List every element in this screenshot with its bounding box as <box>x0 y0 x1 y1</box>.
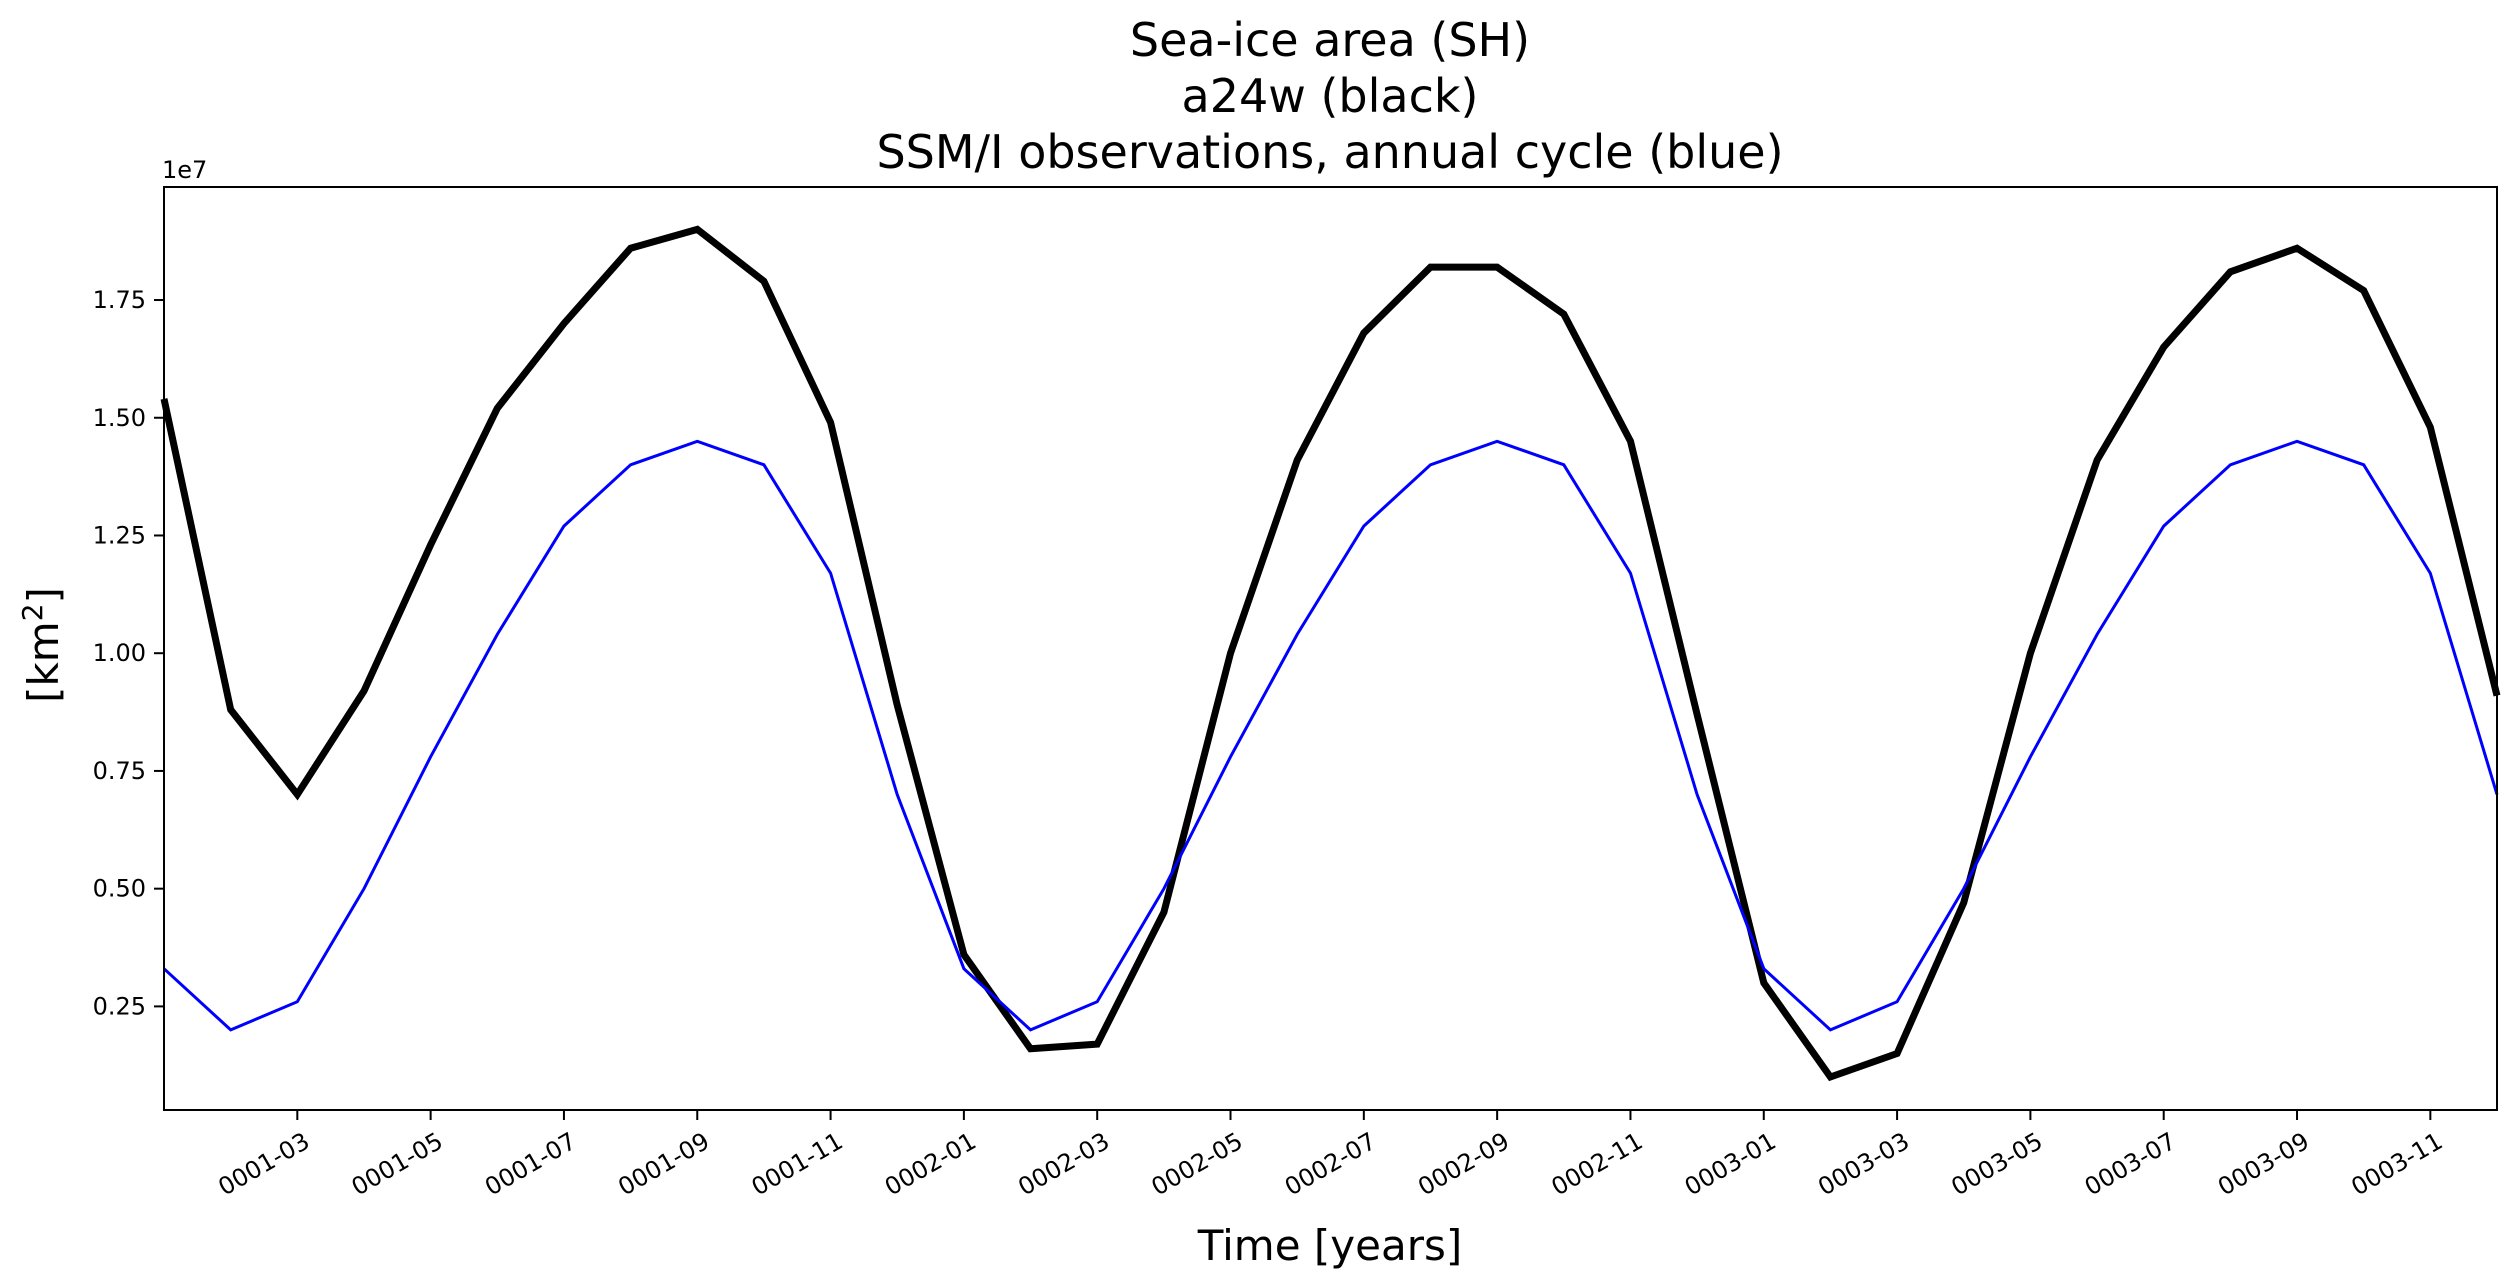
x-tick-label: 0003-05 <box>1947 1127 2048 1201</box>
x-axis-ticks: 0001-03 0001-05 0001-07 0001-09 0001-11 0002-… <box>213 1110 2447 1201</box>
chart-title-line-3: SSM/I observations, annual cycle (blue) <box>876 125 1783 179</box>
y-offset-label: 1e7 <box>162 156 207 184</box>
x-tick-label: 0002-11 <box>1547 1127 1648 1201</box>
y-tick-label: 1.25 <box>93 521 146 549</box>
plot-area <box>160 225 2501 1082</box>
y-tick-label: 1.00 <box>93 639 146 667</box>
x-tick-label: 0003-03 <box>1813 1127 1914 1201</box>
x-tick-label: 0001-03 <box>213 1127 314 1201</box>
y-tick-label: 0.25 <box>93 992 146 1020</box>
y-axis-ticks: 0.25 0.50 0.75 1.00 1.25 1.50 1.75 <box>93 286 164 1020</box>
x-tick-label: 0003-01 <box>1680 1127 1781 1201</box>
x-tick-label: 0001-09 <box>613 1127 714 1201</box>
x-tick-label: 0001-07 <box>480 1127 581 1201</box>
x-tick-label: 0001-11 <box>747 1127 848 1201</box>
x-tick-label: 0001-05 <box>347 1127 448 1201</box>
y-tick-label: 0.50 <box>93 875 146 903</box>
y-tick-label: 1.50 <box>93 404 146 432</box>
x-tick-label: 0003-11 <box>2346 1127 2447 1201</box>
x-axis-label: Time [years] <box>1197 1221 1463 1270</box>
x-tick-label: 0003-09 <box>2213 1127 2314 1201</box>
plot-frame <box>163 186 2498 1111</box>
series-line-black <box>160 225 2501 1082</box>
x-tick-label: 0002-03 <box>1013 1127 1114 1201</box>
chart-title-line-1: Sea-ice area (SH) <box>1130 13 1530 67</box>
y-axis-label-superscript: 2 <box>16 603 49 621</box>
x-tick-label: 0003-07 <box>2080 1127 2181 1201</box>
x-tick-label: 0002-09 <box>1413 1127 1514 1201</box>
x-tick-label: 0002-05 <box>1147 1127 1248 1201</box>
x-tick-label: 0002-07 <box>1280 1127 1381 1201</box>
y-axis-label-close: ] <box>19 587 68 603</box>
series-line-blue <box>162 439 2499 1032</box>
y-tick-label: 0.75 <box>93 757 146 785</box>
y-axis-label-base: [km <box>19 621 68 703</box>
y-tick-label: 1.75 <box>93 286 146 314</box>
chart-title-line-2: a24w (black) <box>1182 69 1479 123</box>
y-axis-label: [km2] <box>16 587 68 703</box>
x-tick-label: 0002-01 <box>880 1127 981 1201</box>
